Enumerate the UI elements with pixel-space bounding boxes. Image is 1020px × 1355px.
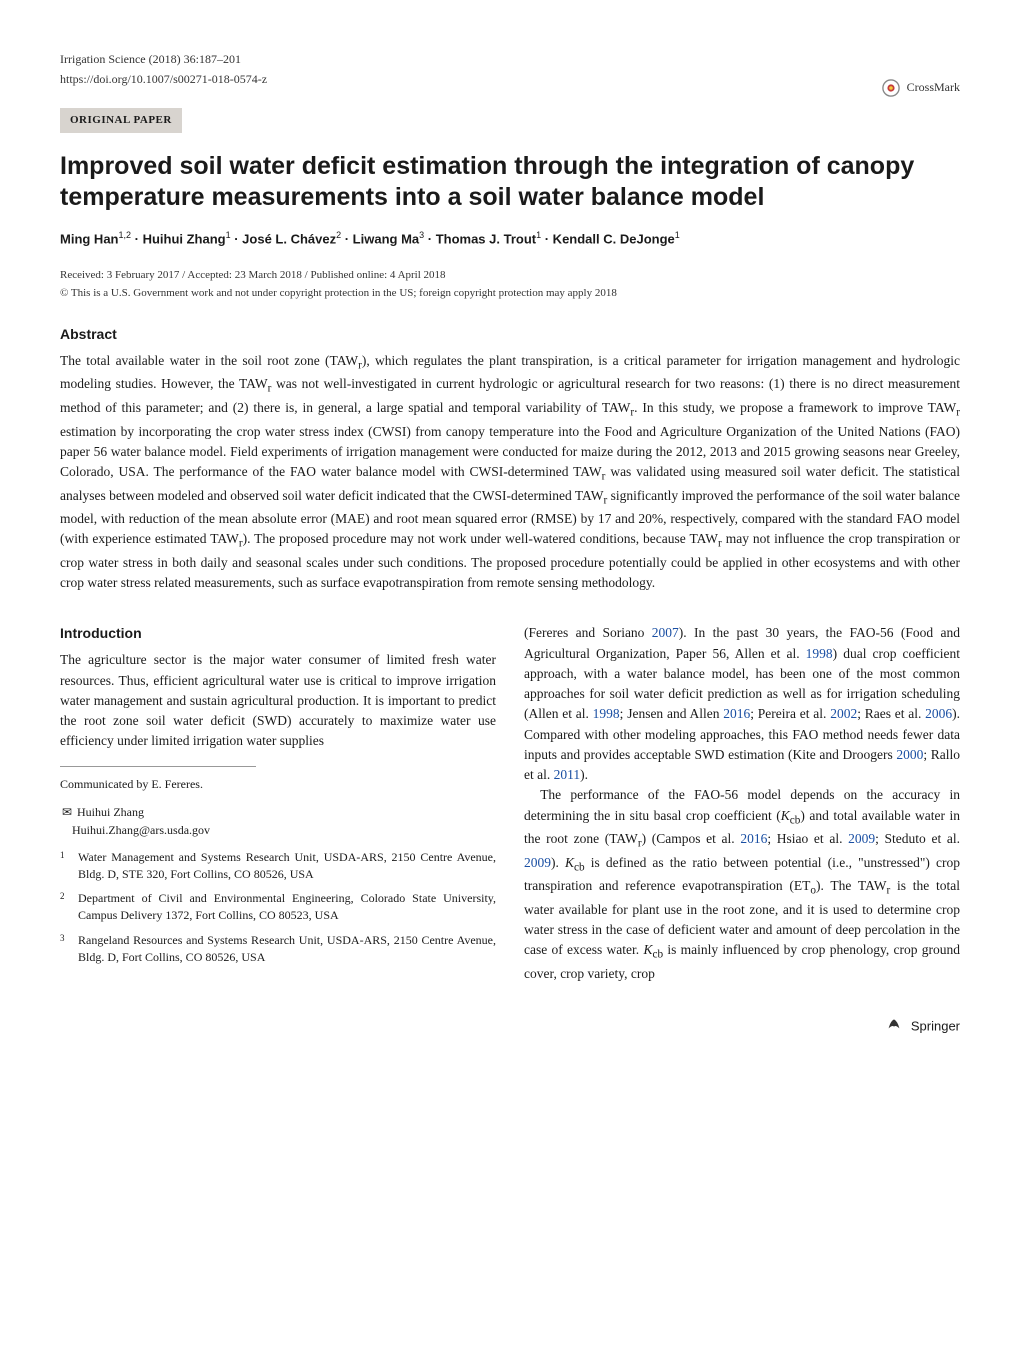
affiliation-2: 2Department of Civil and Environmental E… [60, 890, 496, 924]
intro-paragraph-1: The agriculture sector is the major wate… [60, 650, 496, 751]
right-column: (Fereres and Soriano 2007). In the past … [524, 623, 960, 984]
corr-email[interactable]: Huihui.Zhang@ars.usda.gov [72, 823, 210, 837]
publication-dates: Received: 3 February 2017 / Accepted: 23… [60, 267, 960, 284]
envelope-icon: ✉ [60, 803, 74, 821]
abstract-heading: Abstract [60, 324, 960, 345]
left-column: Introduction The agriculture sector is t… [60, 623, 496, 984]
paper-type-badge: ORIGINAL PAPER [60, 108, 182, 133]
footnote-divider [60, 766, 256, 767]
communicated-by: Communicated by E. Fereres. [60, 775, 496, 793]
paper-title: Improved soil water deficit estimation t… [60, 151, 960, 214]
crossmark-label: CrossMark [907, 80, 960, 94]
corr-name: Huihui Zhang [77, 805, 144, 819]
introduction-heading: Introduction [60, 623, 496, 644]
publisher-name: Springer [911, 1019, 960, 1034]
affiliation-1: 1Water Management and Systems Research U… [60, 849, 496, 883]
abstract-text: The total available water in the soil ro… [60, 351, 960, 594]
copyright-notice: © This is a U.S. Government work and not… [60, 285, 960, 302]
journal-citation: Irrigation Science (2018) 36:187–201 [60, 50, 960, 68]
crossmark-icon [882, 79, 900, 97]
corresponding-author: ✉ Huihui Zhang Huihui.Zhang@ars.usda.gov [60, 803, 496, 839]
crossmark-badge[interactable]: CrossMark [882, 78, 960, 97]
affiliation-3: 3Rangeland Resources and Systems Researc… [60, 932, 496, 966]
doi-link[interactable]: https://doi.org/10.1007/s00271-018-0574-… [60, 70, 960, 88]
springer-icon [885, 1014, 903, 1040]
publisher-footer: Springer [60, 1014, 960, 1040]
intro-paragraph-1-cont: (Fereres and Soriano 2007). In the past … [524, 623, 960, 785]
intro-paragraph-2: The performance of the FAO-56 model depe… [524, 785, 960, 984]
author-list: Ming Han1,2 · Huihui Zhang1 · José L. Ch… [60, 229, 960, 249]
